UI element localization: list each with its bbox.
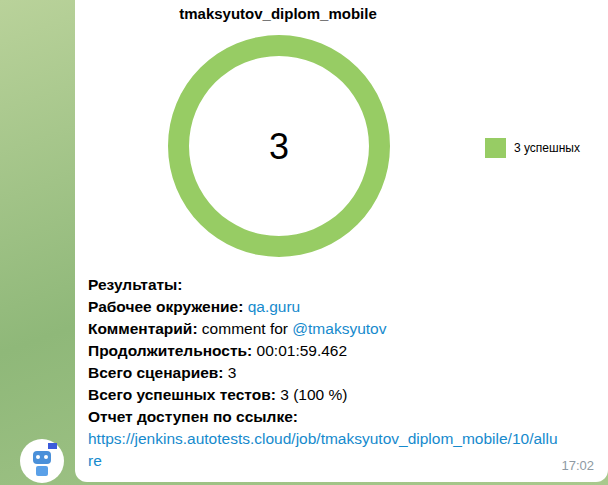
info-label: Всего успешных тестов: bbox=[88, 386, 276, 403]
robot-eye bbox=[44, 455, 48, 459]
robot-head bbox=[33, 451, 51, 464]
robot-flag bbox=[48, 443, 57, 449]
info-value: 3 (100 %) bbox=[280, 386, 347, 403]
info-line: Комментарий: comment for @tmaksyutov bbox=[88, 318, 588, 340]
center-total: 3 bbox=[269, 126, 289, 167]
donut bbox=[168, 35, 390, 257]
legend-label: 3 успешных bbox=[514, 141, 580, 155]
message-text: Результаты:Рабочее окружение: qa.guruКом… bbox=[88, 274, 588, 472]
info-label: Всего сценариев: bbox=[88, 364, 224, 381]
space bbox=[198, 320, 202, 337]
chart-title: tmaksyutov_diplom_mobile bbox=[179, 5, 377, 22]
info-value: 3 bbox=[228, 364, 237, 381]
link[interactable]: qa.guru bbox=[248, 298, 301, 315]
info-line: Всего сценариев: 3 bbox=[88, 362, 588, 384]
info-label: Комментарий: bbox=[88, 320, 198, 337]
chart: tmaksyutov_diplom_mobile 3 3 успешных bbox=[0, 0, 608, 270]
info-label: Рабочее окружение: bbox=[88, 298, 243, 315]
robot-eye bbox=[36, 455, 40, 459]
info-line: Рабочее окружение: qa.guru bbox=[88, 296, 588, 318]
legend-swatch bbox=[485, 138, 506, 158]
space bbox=[252, 342, 256, 359]
info-line: Продолжительность: 00:01:59.462 bbox=[88, 340, 588, 362]
info-value: 00:01:59.462 bbox=[257, 342, 348, 359]
time: 17:02 bbox=[561, 458, 594, 473]
info-line: Отчет доступен по ссылке: https://jenkins… bbox=[88, 406, 588, 472]
legend: 3 успешных bbox=[485, 138, 580, 158]
info-label: Отчет доступен по ссылке: bbox=[88, 408, 298, 425]
space bbox=[276, 386, 280, 403]
link[interactable]: https://jenkins.autotests.cloud/job/tmak… bbox=[88, 430, 558, 469]
space bbox=[243, 298, 247, 315]
robot-body bbox=[36, 466, 48, 476]
info-value: comment for bbox=[202, 320, 292, 337]
bot-avatar bbox=[20, 439, 64, 483]
space bbox=[224, 364, 228, 381]
info-label: Продолжительность: bbox=[88, 342, 252, 359]
heading: Результаты: bbox=[88, 274, 588, 296]
avatar-bg bbox=[20, 439, 64, 483]
url-block: https://jenkins.autotests.cloud/job/tmak… bbox=[88, 428, 558, 472]
link[interactable]: @tmaksyutov bbox=[292, 320, 386, 337]
slice bbox=[168, 35, 390, 257]
info-line: Всего успешных тестов: 3 (100 %) bbox=[88, 384, 588, 406]
